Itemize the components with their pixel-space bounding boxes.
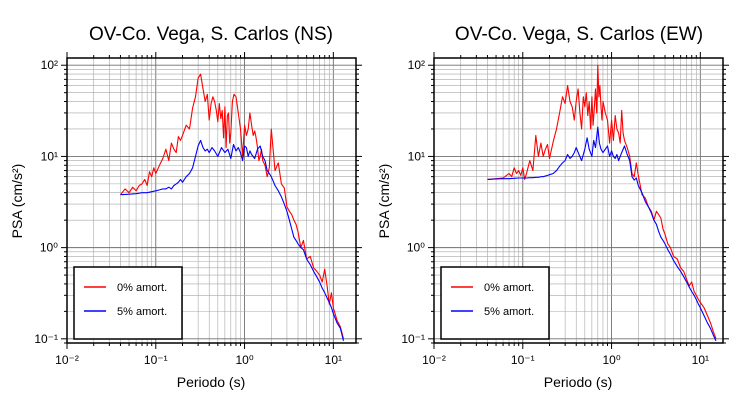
legend-box-ns (73, 266, 183, 340)
x-tick-label: 10⁻² (422, 353, 446, 367)
x-tick-label: 10⁰ (602, 353, 620, 367)
y-tick-label: 10⁰ (407, 241, 425, 255)
legend-label-5pct-ew: 5% amort. (484, 306, 534, 318)
y-tick-label: 10² (408, 58, 425, 72)
x-tick-labels-ns: 10⁻² 10⁻¹ 10⁰ 10¹ (55, 353, 342, 367)
x-tick-label: 10⁻¹ (144, 353, 168, 367)
series-5pct-line-ns (120, 139, 345, 342)
x-tick-labels-ew: 10⁻² 10⁻¹ 10⁰ 10¹ (422, 353, 709, 367)
x-tick-label: 10⁰ (235, 353, 253, 367)
x-tick-label: 10¹ (325, 353, 342, 367)
plot-frame-ew (433, 57, 724, 344)
y-tick-label: 10² (41, 58, 58, 72)
x-tick-label: 10⁻¹ (511, 353, 535, 367)
y-axis-label-ns: PSA (cm/s²) (9, 164, 25, 239)
legend-ew: 0% amort. 5% amort. (440, 266, 550, 340)
series-group-ns (120, 73, 345, 342)
grid-ns (66, 58, 356, 344)
panel-ns: OV-Co. Vega, S. Carlos (NS) 10⁻² 10⁻¹ 10⁰ 1… (9, 24, 362, 390)
x-tick-label: 10¹ (692, 353, 709, 367)
series-0pct-line-ns (120, 73, 345, 339)
chart-title-ew: OV-Co. Vega, S. Carlos (EW) (455, 24, 703, 45)
legend-label-0pct-ns: 0% amort. (117, 282, 167, 294)
legend-label-0pct-ew: 0% amort. (484, 282, 534, 294)
series-0pct-line-ew (487, 64, 717, 339)
y-tick-label: 10⁰ (40, 241, 58, 255)
chart-title-ns: OV-Co. Vega, S. Carlos (NS) (89, 24, 333, 45)
series-group-ew (487, 64, 717, 342)
legend-ns: 0% amort. 5% amort. (73, 266, 183, 340)
legend-box-ew (440, 266, 550, 340)
y-tick-label: 10⁻¹ (401, 332, 425, 346)
x-tick-label: 10⁻² (55, 353, 79, 367)
y-axis-label-ew: PSA (cm/s²) (376, 164, 392, 239)
legend-label-5pct-ns: 5% amort. (117, 306, 167, 318)
y-tick-label: 10¹ (41, 149, 58, 163)
plot-frame-ns (66, 57, 357, 344)
y-tick-label: 10⁻¹ (34, 332, 58, 346)
y-tick-labels-ew: 10⁻¹ 10⁰ 10¹ 10² (401, 58, 425, 346)
x-axis-label-ew: Periodo (s) (544, 374, 612, 390)
x-axis-label-ns: Periodo (s) (177, 374, 245, 390)
y-tick-labels-ns: 10⁻¹ 10⁰ 10¹ 10² (34, 58, 58, 346)
y-tick-label: 10¹ (408, 149, 425, 163)
panel-ew: OV-Co. Vega, S. Carlos (EW) 10⁻² 10⁻¹ 10⁰ 1… (376, 24, 729, 390)
series-5pct-line-ew (487, 126, 717, 342)
